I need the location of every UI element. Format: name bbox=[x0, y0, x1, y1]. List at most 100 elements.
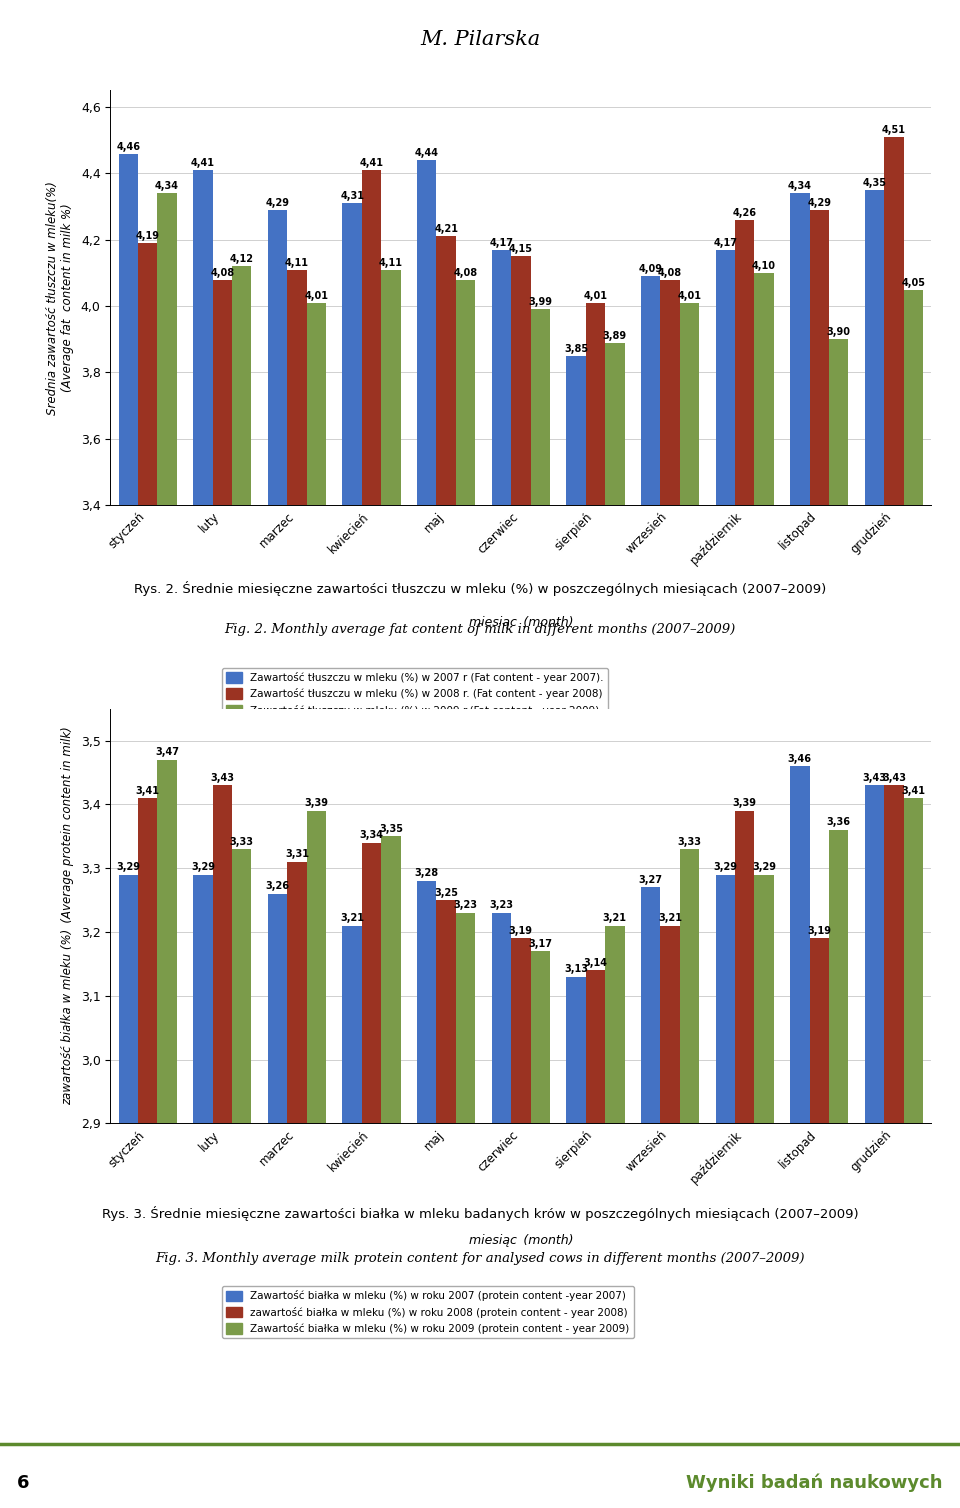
Text: 3,29: 3,29 bbox=[191, 863, 215, 872]
Text: 3,17: 3,17 bbox=[528, 938, 552, 949]
Bar bbox=[809, 210, 829, 1508]
Bar bbox=[566, 356, 586, 1508]
Bar bbox=[212, 279, 232, 1508]
Text: 3,41: 3,41 bbox=[135, 786, 159, 796]
Bar bbox=[212, 786, 232, 1508]
Text: 3,21: 3,21 bbox=[603, 914, 627, 923]
Bar bbox=[715, 875, 735, 1508]
Bar bbox=[755, 273, 774, 1508]
Bar bbox=[343, 204, 362, 1508]
Bar bbox=[381, 837, 400, 1508]
Bar bbox=[605, 342, 625, 1508]
Text: 3,25: 3,25 bbox=[434, 888, 458, 897]
Text: 3,39: 3,39 bbox=[732, 798, 756, 808]
Text: 3,47: 3,47 bbox=[156, 748, 180, 757]
Legend: Zawartość białka w mleku (%) w roku 2007 (protein content -year 2007), zawartość: Zawartość białka w mleku (%) w roku 2007… bbox=[223, 1286, 634, 1338]
Bar bbox=[193, 875, 212, 1508]
Text: 4,34: 4,34 bbox=[788, 181, 812, 192]
Text: 3,28: 3,28 bbox=[415, 869, 439, 879]
Text: 4,11: 4,11 bbox=[285, 258, 309, 267]
Text: 6: 6 bbox=[17, 1473, 30, 1491]
Text: 4,29: 4,29 bbox=[266, 198, 290, 208]
Bar bbox=[343, 926, 362, 1508]
Bar bbox=[268, 210, 287, 1508]
Bar bbox=[865, 786, 884, 1508]
Text: 3,35: 3,35 bbox=[379, 823, 403, 834]
Text: 3,43: 3,43 bbox=[210, 772, 234, 783]
Bar bbox=[306, 811, 326, 1508]
Y-axis label: zawartość białka w mleku (%)  (Average protein content in milk): zawartość białka w mleku (%) (Average pr… bbox=[60, 727, 74, 1105]
Bar bbox=[456, 912, 475, 1508]
Y-axis label: Srednia zawartość tłuszczu w mleku(%)
(Average fat  content in milk %): Srednia zawartość tłuszczu w mleku(%) (A… bbox=[46, 181, 74, 415]
Bar bbox=[287, 863, 306, 1508]
Bar bbox=[306, 303, 326, 1508]
Text: 3,33: 3,33 bbox=[678, 837, 702, 846]
Bar bbox=[417, 160, 437, 1508]
Bar bbox=[790, 766, 809, 1508]
Text: 3,23: 3,23 bbox=[490, 900, 514, 911]
Bar bbox=[641, 887, 660, 1508]
Text: 3,46: 3,46 bbox=[788, 754, 812, 763]
Bar bbox=[138, 798, 157, 1508]
Text: 3,33: 3,33 bbox=[229, 837, 253, 846]
Text: 3,21: 3,21 bbox=[658, 914, 682, 923]
Text: 4,05: 4,05 bbox=[901, 277, 925, 288]
Bar bbox=[381, 270, 400, 1508]
Text: 4,08: 4,08 bbox=[658, 267, 683, 277]
Bar bbox=[287, 270, 306, 1508]
Text: 3,19: 3,19 bbox=[509, 926, 533, 936]
X-axis label: miesiąc  (month): miesiąc (month) bbox=[468, 1234, 573, 1247]
Bar bbox=[437, 237, 456, 1508]
Bar bbox=[511, 256, 531, 1508]
Bar bbox=[660, 279, 680, 1508]
Text: Wyniki badań naukowych: Wyniki badań naukowych bbox=[686, 1473, 943, 1491]
Text: 4,26: 4,26 bbox=[732, 208, 756, 217]
Bar bbox=[193, 170, 212, 1508]
Bar bbox=[119, 154, 138, 1508]
Bar bbox=[605, 926, 625, 1508]
Text: 4,46: 4,46 bbox=[116, 142, 140, 151]
Text: 3,19: 3,19 bbox=[807, 926, 831, 936]
Text: 3,14: 3,14 bbox=[584, 958, 608, 968]
Bar bbox=[829, 829, 849, 1508]
Bar bbox=[586, 970, 605, 1508]
Text: 4,31: 4,31 bbox=[340, 192, 364, 201]
Bar bbox=[492, 250, 511, 1508]
Text: 3,90: 3,90 bbox=[827, 327, 851, 338]
Text: 4,01: 4,01 bbox=[304, 291, 328, 300]
Text: 3,89: 3,89 bbox=[603, 330, 627, 341]
Bar bbox=[511, 938, 531, 1508]
Text: Rys. 3. Średnie miesięczne zawartości białka w mleku badanych krów w poszczególn: Rys. 3. Średnie miesięczne zawartości bi… bbox=[102, 1206, 858, 1221]
Text: M. Pilarska: M. Pilarska bbox=[420, 30, 540, 48]
Bar bbox=[232, 849, 252, 1508]
Text: 4,15: 4,15 bbox=[509, 244, 533, 255]
Bar bbox=[660, 926, 680, 1508]
Bar bbox=[715, 250, 735, 1508]
Bar bbox=[829, 339, 849, 1508]
Bar bbox=[641, 276, 660, 1508]
Text: 3,13: 3,13 bbox=[564, 964, 588, 974]
Text: Fig. 2. Monthly average fat content of milk in different months (2007–2009): Fig. 2. Monthly average fat content of m… bbox=[225, 623, 735, 636]
Bar bbox=[809, 938, 829, 1508]
Bar bbox=[566, 977, 586, 1508]
Bar bbox=[138, 243, 157, 1508]
Bar bbox=[680, 849, 699, 1508]
Text: 4,08: 4,08 bbox=[210, 267, 234, 277]
Text: 4,11: 4,11 bbox=[379, 258, 403, 267]
Text: 3,29: 3,29 bbox=[116, 863, 140, 872]
Bar bbox=[680, 303, 699, 1508]
Bar bbox=[119, 875, 138, 1508]
Text: 4,01: 4,01 bbox=[584, 291, 608, 300]
Bar bbox=[884, 786, 903, 1508]
Bar bbox=[586, 303, 605, 1508]
Text: 3,27: 3,27 bbox=[638, 875, 662, 885]
X-axis label: miesiąc  (month): miesiąc (month) bbox=[468, 615, 573, 629]
Text: 3,29: 3,29 bbox=[752, 863, 776, 872]
Text: 4,01: 4,01 bbox=[678, 291, 702, 300]
Text: 3,31: 3,31 bbox=[285, 849, 309, 860]
Text: Rys. 2. Średnie miesięczne zawartości tłuszczu w mleku (%) w poszczególnych mies: Rys. 2. Średnie miesięczne zawartości tł… bbox=[133, 581, 827, 596]
Text: 3,39: 3,39 bbox=[304, 798, 328, 808]
Text: 4,10: 4,10 bbox=[752, 261, 776, 271]
Bar bbox=[232, 267, 252, 1508]
Bar bbox=[865, 190, 884, 1508]
